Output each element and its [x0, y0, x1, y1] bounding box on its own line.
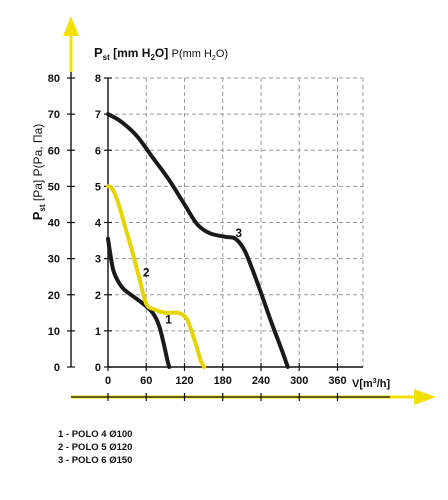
x-tick-label: 180: [214, 375, 232, 387]
y-tick-label-mmh2o: 7: [95, 109, 101, 121]
x-tick-label: 60: [140, 375, 152, 387]
x-tick-label: 0: [105, 375, 111, 387]
y-tick-label-pa: 10: [48, 326, 60, 338]
y-tick-label-pa: 40: [48, 218, 60, 230]
y-axis-right-title: Pst [mm H2O] P(mm H2O): [94, 45, 228, 62]
y-tick-label-mmh2o: 5: [95, 181, 101, 193]
y-tick-label-pa: 70: [48, 109, 60, 121]
legend-item-3: 3 - POLO 6 Ø150: [58, 455, 133, 466]
series-line-3: [106, 112, 290, 369]
x-tick-label: 360: [328, 375, 346, 387]
series-lines: [106, 112, 290, 369]
y-tick-label-mmh2o: 2: [95, 290, 101, 302]
x-axis-title: V[m3/h]: [352, 378, 390, 390]
y-axis-arrowhead: [63, 16, 79, 36]
y-tick-label-pa: 80: [48, 73, 60, 85]
y-tick-label-pa: 0: [54, 362, 60, 374]
curve-label-3: 3: [235, 226, 242, 240]
legend: 1 - POLO 4 Ø100 2 - POLO 5 Ø120 3 - POLO…: [58, 428, 132, 467]
curve-label-1: 1: [165, 313, 172, 327]
y-tick-label-pa: 20: [48, 290, 60, 302]
curve-label-2: 2: [143, 266, 150, 280]
grid: [108, 77, 364, 367]
y-tick-label-mmh2o: 1: [95, 326, 101, 338]
tick-labels: 0 010 120 230 340 450 560 670 780 80 60 120 180 240 30…: [48, 73, 347, 387]
axes: [63, 16, 436, 405]
y-tick-label-pa: 30: [48, 254, 60, 266]
y-tick-label-pa: 50: [48, 181, 60, 193]
y-tick-label-mmh2o: 3: [95, 254, 101, 266]
y-tick-label-mmh2o: 6: [95, 145, 101, 157]
legend-item-2: 2 - POLO 5 Ø120: [58, 442, 133, 453]
x-axis-arrowhead: [414, 389, 436, 405]
y-tick-label-pa: 60: [48, 145, 60, 157]
legend-item-1: 1 - POLO 4 Ø100: [58, 429, 133, 440]
series-line-2: [106, 184, 207, 369]
y-tick-label-mmh2o: 0: [95, 362, 101, 374]
series-line-1: [106, 236, 172, 369]
y-tick-label-mmh2o: 4: [95, 218, 102, 230]
y-tick-label-mmh2o: 8: [95, 73, 101, 85]
x-tick-label: 300: [290, 375, 308, 387]
x-tick-label: 240: [252, 375, 270, 387]
curve-labels: 1 2 3: [143, 226, 242, 327]
y-axis-left-title: Pst [Pa] P(Pa, Πa): [30, 124, 47, 221]
x-tick-label: 120: [175, 375, 193, 387]
